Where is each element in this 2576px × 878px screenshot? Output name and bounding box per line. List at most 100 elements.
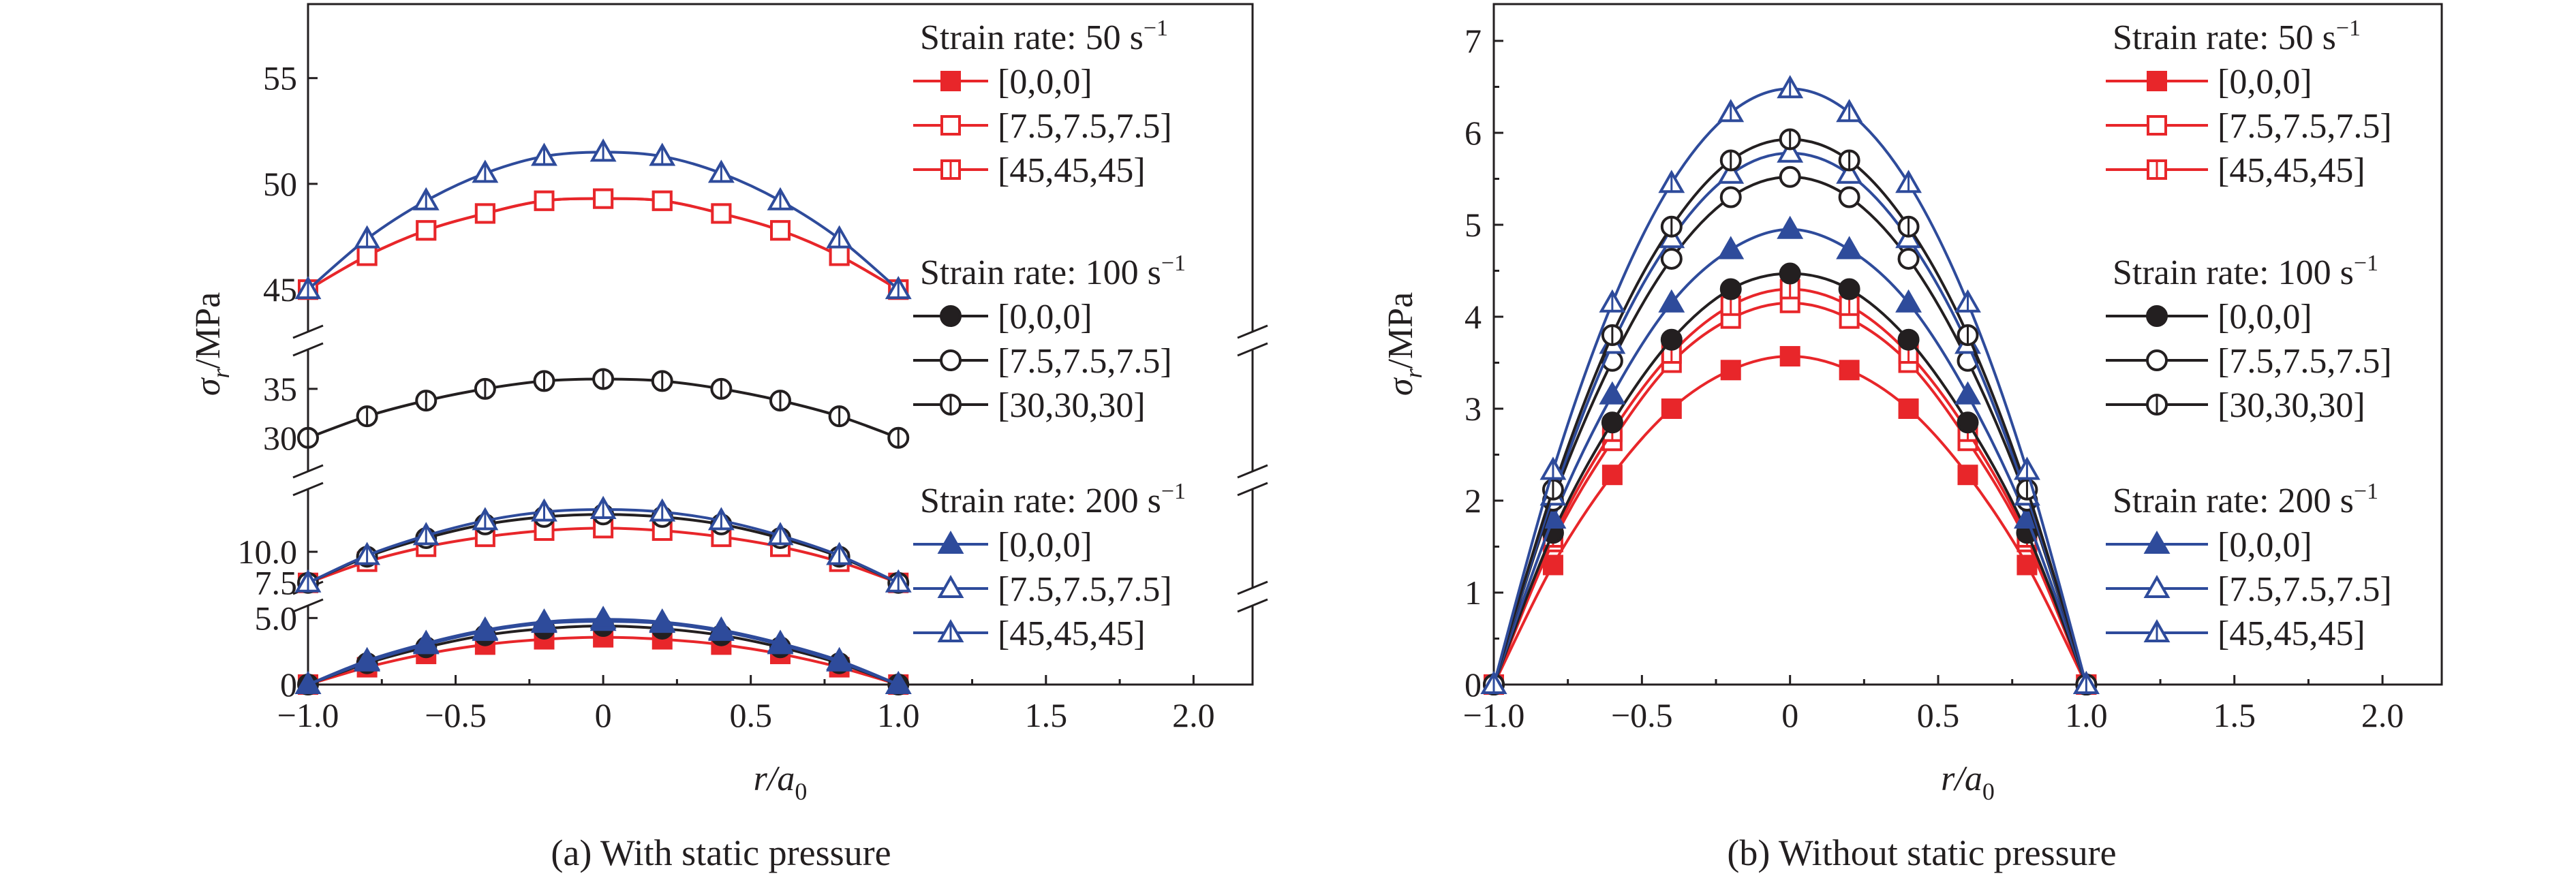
legend-marker <box>940 305 962 327</box>
y-tick-label: 10.0 <box>238 533 298 571</box>
legend-marker <box>2146 305 2168 327</box>
data-point <box>1779 166 1801 188</box>
data-point <box>1661 398 1682 419</box>
legend-heading-sup: −1 <box>2354 251 2378 276</box>
data-point <box>472 616 499 640</box>
data-point <box>1601 411 1623 434</box>
axis-break-mark <box>292 464 324 479</box>
data-point <box>1720 360 1741 381</box>
axis-break-mark <box>1237 598 1268 613</box>
legend-label: [30,30,30] <box>2218 386 2365 425</box>
data-point <box>593 188 614 209</box>
legend-heading: Strain rate: 200 s−1 <box>920 479 1186 520</box>
y-tick-label: 35 <box>263 370 297 408</box>
axis-break-gap <box>303 471 313 490</box>
x-tick-label: 1.5 <box>1025 696 1068 734</box>
data-point <box>534 190 555 211</box>
data-point <box>1660 328 1683 351</box>
data-point <box>1777 215 1804 239</box>
chart-a: 0 5.07.510.0 30 35 45 50 55 −1.0 −0.5 0 0.5 1.0 1.5 2… <box>189 3 1268 873</box>
legend-heading-text: Strain rate: 50 s <box>2113 18 2336 57</box>
data-point <box>474 203 495 224</box>
y-tick-label: 7 <box>1465 22 1482 60</box>
legend-label: [45,45,45] <box>2218 614 2365 653</box>
legend-label: [0,0,0] <box>2218 526 2312 565</box>
y-tick-label: 7.5 <box>255 564 298 602</box>
x-axis-title-main: r/a <box>1941 759 1982 798</box>
x-tick-label: 2.0 <box>2361 696 2404 734</box>
caption: (a) With static pressure <box>551 832 891 873</box>
legend-marker <box>940 71 961 91</box>
legend-label: [7.5,7.5,7.5] <box>998 107 1172 146</box>
series-line <box>307 151 900 291</box>
x-tick-label: 1.0 <box>2065 696 2108 734</box>
x-tick-label: 2.0 <box>1172 696 1215 734</box>
x-tick-label: 0.5 <box>729 696 772 734</box>
legend-heading: Strain rate: 100 s−1 <box>2113 251 2378 292</box>
series <box>1480 75 2100 694</box>
axis-break-mark <box>1237 324 1268 339</box>
data-point <box>294 670 322 694</box>
x-tick-label: 0.5 <box>1917 696 1960 734</box>
legend-label: [45,45,45] <box>998 151 1146 190</box>
legend: Strain rate: 50 s−1[0,0,0][7.5,7.5,7.5][… <box>2106 16 2392 653</box>
data-point <box>767 629 794 653</box>
x-axis-title-main: r/a <box>754 759 795 798</box>
data-point <box>1719 278 1742 300</box>
data-point <box>651 190 673 211</box>
legend-marker <box>2143 574 2171 598</box>
x-tick-label: 0 <box>1781 696 1798 734</box>
y-tick-label: 30 <box>263 419 297 457</box>
axis-break-gap <box>303 331 313 350</box>
y-tick-label: 50 <box>263 165 297 203</box>
x-tick-label: 0 <box>595 696 612 734</box>
y-axis-title-sub: r <box>207 369 234 379</box>
series <box>297 368 910 449</box>
axis-break-mark <box>1237 580 1268 595</box>
series <box>298 188 909 300</box>
data-point <box>1777 139 1804 163</box>
legend-label: [7.5,7.5,7.5] <box>2218 342 2392 381</box>
legend-heading: Strain rate: 50 s−1 <box>2113 16 2361 57</box>
y-tick-label: 0 <box>280 665 297 704</box>
axis-break-mark <box>292 482 324 497</box>
data-point <box>1717 236 1745 260</box>
legend-label: [0,0,0] <box>998 526 1092 565</box>
legend-label: [45,45,45] <box>998 614 1146 653</box>
data-point <box>649 608 676 632</box>
axis-break-mark <box>292 324 324 339</box>
series <box>1483 262 2098 695</box>
axis-break-mark <box>1237 342 1268 357</box>
axis-break-gap <box>1247 471 1258 490</box>
y-tick-label: 1 <box>1465 574 1482 612</box>
series-line <box>1492 175 2088 685</box>
data-point <box>1895 289 1922 313</box>
legend-heading: Strain rate: 200 s−1 <box>2113 479 2378 520</box>
plot-frame <box>1492 3 2443 686</box>
data-point <box>1836 160 1863 184</box>
series <box>298 518 909 593</box>
legend-heading-sup: −1 <box>1161 479 1186 504</box>
y-tick-label: 0 <box>1465 665 1482 704</box>
data-point <box>412 629 440 653</box>
series <box>1483 166 2098 695</box>
x-tick-label: 1.5 <box>2213 696 2256 734</box>
legend-label: [30,30,30] <box>998 386 1146 425</box>
data-point <box>1838 186 1860 208</box>
legend-heading-text: Strain rate: 50 s <box>920 18 1144 57</box>
legend-heading-sup: −1 <box>1161 251 1186 276</box>
x-tick-label: −0.5 <box>1611 696 1673 734</box>
axis-break-mark <box>1237 482 1268 497</box>
x-axis-title: r/a0 <box>754 759 808 805</box>
legend-heading-text: Strain rate: 200 s <box>2113 482 2354 520</box>
data-point <box>531 608 557 632</box>
legend-heading: Strain rate: 50 s−1 <box>920 16 1168 57</box>
axis-break-gap <box>1247 587 1258 606</box>
x-tick-label: −1.0 <box>277 696 339 734</box>
y-axis-title: σr/MPa <box>1381 292 1427 396</box>
y-tick-label: 55 <box>263 59 297 97</box>
data-point <box>354 646 381 670</box>
data-point <box>1897 247 1920 270</box>
legend-marker <box>937 530 964 554</box>
